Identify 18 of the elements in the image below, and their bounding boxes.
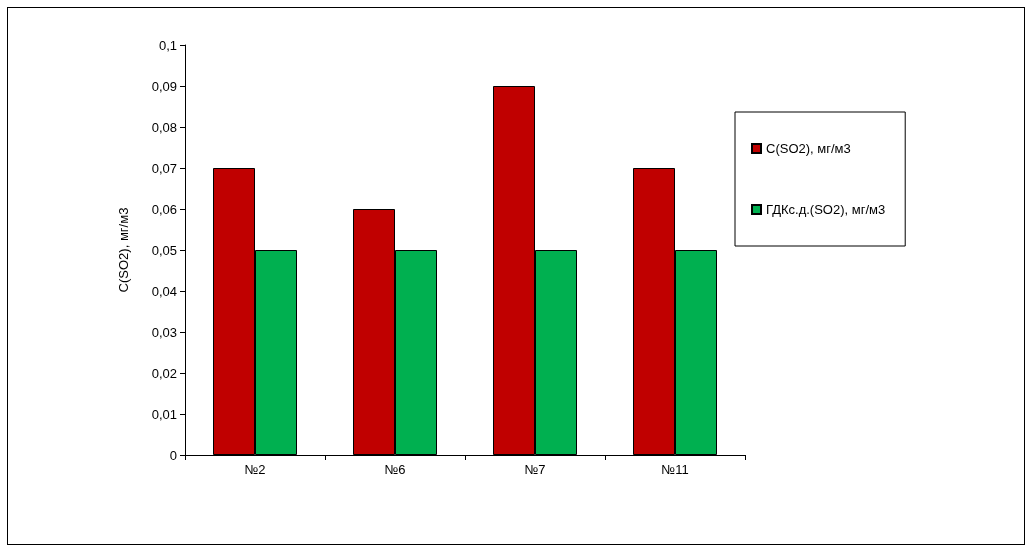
y-tick-label: 0 xyxy=(169,447,177,463)
y-tick-label: 0,04 xyxy=(151,283,177,299)
y-tick-label: 0,06 xyxy=(151,201,177,217)
x-tick-label: №11 xyxy=(661,462,689,477)
y-tick-label: 0,01 xyxy=(151,406,177,422)
y-tick-label: 0,02 xyxy=(151,365,177,381)
y-tick-label: 0,1 xyxy=(158,37,177,53)
x-tick-label: №2 xyxy=(244,462,266,477)
legend-label: C(SO2), мг/м3 xyxy=(766,141,851,156)
y-tick-label: 0,05 xyxy=(151,242,177,258)
legend-label: ГДКс.д.(SO2), мг/м3 xyxy=(766,202,886,217)
x-tick-label: №7 xyxy=(524,462,546,477)
x-tick-label: №6 xyxy=(384,462,406,477)
y-tick-label: 0,03 xyxy=(151,324,177,340)
y-axis-title: C(SO2), мг/м3 xyxy=(116,207,131,293)
y-tick-label: 0,09 xyxy=(151,78,177,94)
y-tick-label: 0,07 xyxy=(151,160,177,176)
y-tick-label: 0,08 xyxy=(151,119,177,135)
